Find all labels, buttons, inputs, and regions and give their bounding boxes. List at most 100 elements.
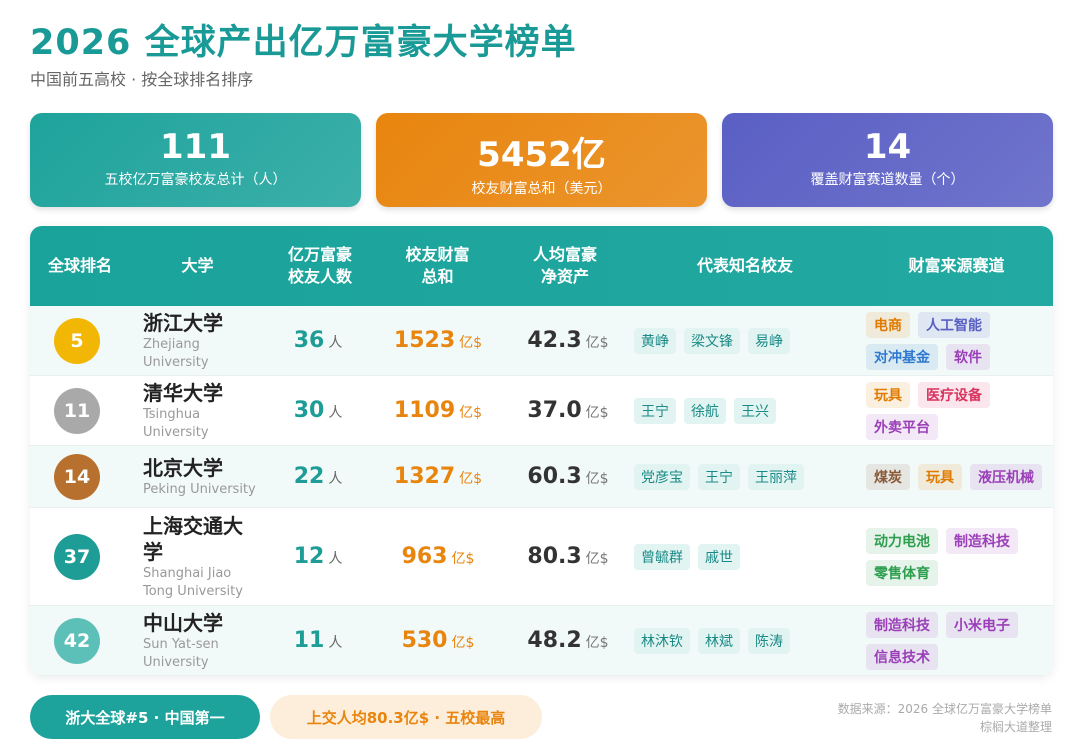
rank-cell: 42 — [54, 606, 100, 675]
sectors-cell: 制造科技 小米电子 信息技术 — [866, 606, 1046, 675]
university-cell: 中山大学 Sun Yat-sen University — [143, 606, 261, 675]
wealth-unit: 亿$ — [459, 405, 483, 421]
sector-tag: 对冲基金 — [866, 343, 938, 370]
summary-card: 5452亿 校友财富总和（美元） — [376, 113, 707, 207]
university-name: 中山大学 — [143, 610, 223, 635]
rank-badge: 37 — [54, 533, 100, 580]
count-cell: 12 人 — [258, 508, 378, 605]
wealth-wrap: 1109 亿$ — [394, 398, 482, 423]
university-name-en: Shanghai Jiao Tong University — [143, 565, 243, 599]
avg-unit: 亿$ — [585, 471, 609, 487]
sector-tag: 软件 — [946, 343, 990, 370]
avg-unit: 亿$ — [585, 335, 609, 351]
card-label: 校友财富总和（美元） — [471, 181, 612, 197]
university-cell: 浙江大学 Zhejiang University — [143, 306, 261, 375]
wealth-value: 1109 — [393, 398, 456, 423]
alumni-cell: 曾毓群 戚世 — [634, 508, 748, 605]
credit-note: 棕榈大道整理 — [979, 720, 1052, 734]
count-wrap: 30 人 — [294, 398, 343, 423]
card-label: 五校亿万富豪校友总计（人） — [104, 172, 287, 188]
sector-tags: 制造科技 小米电子 信息技术 — [866, 611, 1046, 670]
count-value: 12 — [293, 544, 325, 569]
university-name-en: Zhejiang University — [143, 336, 209, 370]
highlight-badge: 上交人均80.3亿$ · 五校最高 — [270, 695, 542, 739]
wealth-cell: 1327 亿$ — [378, 446, 498, 507]
sector-tags: 玩具 医疗设备 外卖平台 — [866, 381, 1046, 440]
column-header: 大学 — [181, 256, 214, 275]
alumni-chip: 王宁 — [698, 463, 740, 490]
sector-tag: 外卖平台 — [866, 413, 938, 440]
university-cell: 清华大学 Tsinghua University — [143, 376, 261, 445]
avg-wrap: 48.2 亿$ — [527, 628, 608, 653]
wealth-cell: 963 亿$ — [378, 508, 498, 605]
alumni-chip: 戚世 — [698, 543, 740, 570]
wealth-unit: 亿$ — [459, 335, 483, 351]
wealth-wrap: 963 亿$ — [402, 544, 475, 569]
sector-tag: 液压机械 — [970, 463, 1042, 490]
rank-badge: 14 — [54, 453, 100, 500]
avg-value: 37.0 — [527, 398, 582, 423]
rank-badge: 11 — [54, 387, 100, 434]
avg-wrap: 37.0 亿$ — [527, 398, 608, 423]
sector-tags: 动力电池 制造科技 零售体育 — [866, 527, 1046, 586]
source-note: 数据来源：2026 全球亿万富豪大学榜单 — [837, 702, 1052, 716]
alumni-cell: 林沐钦 林斌 陈涛 — [634, 606, 798, 675]
sector-tag: 玩具 — [918, 463, 962, 490]
avg-cell: 60.3 亿$ — [508, 446, 628, 507]
wealth-value: 1327 — [393, 464, 456, 489]
column-header: 校友财富 总和 — [405, 245, 470, 286]
sector-tags: 煤炭 玩具 液压机械 — [866, 463, 1046, 490]
sector-tag: 制造科技 — [866, 611, 938, 638]
alumni-chip: 梁文锋 — [684, 327, 740, 354]
table-header: 全球排名 大学 亿万富豪 校友人数 校友财富 总和 人均富豪 净资产 代表知名校友 财富来源… — [30, 226, 1053, 306]
alumni-chip: 曾毓群 — [634, 543, 690, 570]
avg-cell: 80.3 亿$ — [508, 508, 628, 605]
avg-unit: 亿$ — [585, 551, 609, 567]
sector-tag: 零售体育 — [866, 559, 938, 586]
alumni-cell: 党彦宝 王宁 王丽萍 — [634, 446, 812, 507]
wealth-wrap: 1327 亿$ — [394, 464, 482, 489]
column-header: 全球排名 — [47, 256, 112, 275]
wealth-unit: 亿$ — [451, 635, 475, 651]
wealth-value: 530 — [401, 628, 448, 653]
count-unit: 人 — [328, 551, 343, 567]
sector-tags: 电商 人工智能 对冲基金 软件 — [866, 311, 1046, 370]
alumni-chip: 王兴 — [734, 397, 776, 424]
card-value: 111 — [160, 127, 231, 167]
sectors-cell: 玩具 医疗设备 外卖平台 — [866, 376, 1046, 445]
avg-wrap: 60.3 亿$ — [527, 464, 608, 489]
avg-cell: 37.0 亿$ — [508, 376, 628, 445]
sector-tag: 小米电子 — [946, 611, 1018, 638]
count-cell: 22 人 — [258, 446, 378, 507]
avg-value: 60.3 — [527, 464, 582, 489]
table-row: 42 中山大学 Sun Yat-sen University 11 人 530 亿$ 48.2… — [30, 606, 1053, 676]
university-cell: 上海交通大学 Shanghai Jiao Tong University — [143, 508, 261, 605]
table-row: 11 清华大学 Tsinghua University 30 人 1109 亿$ 37.0 亿$… — [30, 376, 1053, 446]
avg-wrap: 80.3 亿$ — [527, 544, 608, 569]
count-value: 22 — [293, 464, 325, 489]
ranking-table: 全球排名 大学 亿万富豪 校友人数 校友财富 总和 人均富豪 净资产 代表知名校友 财富来源… — [30, 226, 1053, 676]
avg-value: 42.3 — [527, 328, 582, 353]
alumni-cell: 王宁 徐航 王兴 — [634, 376, 784, 445]
rank-cell: 37 — [54, 508, 100, 605]
wealth-wrap: 530 亿$ — [402, 628, 475, 653]
table-row: 37 上海交通大学 Shanghai Jiao Tong University 12 人… — [30, 508, 1053, 606]
wealth-cell: 530 亿$ — [378, 606, 498, 675]
sector-tag: 电商 — [866, 311, 910, 338]
subtitle: 中国前五高校 · 按全球排名排序 — [30, 70, 254, 89]
sector-tag: 制造科技 — [946, 527, 1018, 554]
alumni-chip: 徐航 — [684, 397, 726, 424]
table-row: 14 北京大学 Peking University 22 人 1327 亿$ 60.3 亿$ 党彦… — [30, 446, 1053, 508]
count-unit: 人 — [328, 405, 343, 421]
avg-wrap: 42.3 亿$ — [527, 328, 608, 353]
wealth-value: 963 — [401, 544, 448, 569]
title: 2026 全球产出亿万富豪大学榜单 — [30, 23, 577, 63]
summary-card: 111 五校亿万富豪校友总计（人） — [30, 113, 361, 207]
alumni-chip: 林沐钦 — [634, 627, 690, 654]
sector-tag: 动力电池 — [866, 527, 938, 554]
count-cell: 36 人 — [258, 306, 378, 375]
university-name: 北京大学 — [143, 455, 223, 480]
sectors-cell: 电商 人工智能 对冲基金 软件 — [866, 306, 1046, 375]
rank-badge: 42 — [54, 617, 100, 664]
